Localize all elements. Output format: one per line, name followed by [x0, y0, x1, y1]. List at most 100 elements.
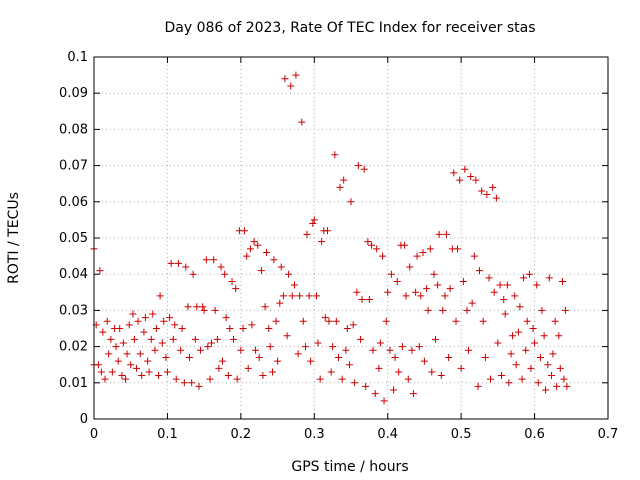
y-axis-ticks: 0 0.01 0.02 0.03 0.04 0.05 0.06 0.07 0.08 0.09 0.1 — [59, 50, 608, 427]
data-point — [384, 288, 392, 296]
plot-frame — [93, 56, 609, 420]
y-tick-label: 0.09 — [59, 86, 88, 101]
data-point — [327, 368, 335, 376]
data-point — [540, 332, 548, 340]
data-point — [340, 176, 348, 184]
data-point — [335, 353, 343, 361]
data-point — [376, 339, 384, 347]
data-point — [417, 292, 425, 300]
data-point — [312, 292, 320, 300]
data-point — [243, 252, 251, 260]
y-tick-label: 0.1 — [67, 50, 88, 65]
data-point — [107, 335, 115, 343]
data-point — [527, 364, 535, 372]
data-point — [561, 306, 569, 314]
data-point — [360, 165, 368, 173]
data-point — [453, 245, 461, 253]
data-point — [489, 183, 497, 191]
data-point — [296, 292, 304, 300]
data-point — [423, 285, 431, 293]
data-point — [431, 335, 439, 343]
data-point — [365, 296, 373, 304]
data-point — [127, 361, 135, 369]
data-point — [188, 379, 196, 387]
data-point — [437, 372, 445, 380]
data-point — [215, 364, 223, 372]
data-point — [202, 256, 210, 264]
data-point — [357, 335, 365, 343]
data-point — [193, 303, 201, 311]
x-axis-ticks: 0 0.1 0.2 0.3 0.4 0.5 0.6 0.7 — [90, 57, 618, 442]
data-point — [248, 321, 256, 329]
data-point — [409, 390, 417, 398]
y-tick-label: 0.08 — [59, 122, 88, 137]
data-point — [434, 281, 442, 289]
data-point — [224, 372, 232, 380]
data-point — [213, 335, 221, 343]
data-point — [382, 317, 390, 325]
y-axis-label: ROTI / TECUs — [6, 192, 22, 284]
data-point — [401, 241, 409, 249]
data-point — [99, 328, 107, 336]
data-point — [292, 71, 300, 79]
data-point — [529, 325, 537, 332]
data-point — [226, 325, 234, 332]
data-point — [189, 270, 197, 278]
data-point — [406, 263, 414, 271]
data-point — [228, 277, 236, 285]
y-tick-label: 0.01 — [59, 376, 88, 391]
data-point — [276, 299, 284, 307]
data-point — [162, 353, 170, 361]
data-point — [301, 343, 309, 351]
data-point — [386, 346, 394, 354]
data-point — [525, 270, 533, 278]
data-point — [255, 353, 263, 361]
data-point — [172, 375, 180, 383]
data-point — [279, 292, 287, 300]
data-point — [246, 245, 254, 253]
data-point — [398, 343, 406, 351]
data-point — [391, 353, 399, 361]
data-point — [479, 317, 487, 325]
data-point — [207, 339, 215, 347]
data-point — [507, 350, 515, 358]
data-point — [516, 303, 524, 311]
data-point — [274, 357, 282, 365]
data-point — [122, 375, 130, 383]
data-point — [287, 82, 295, 90]
data-point — [211, 306, 219, 314]
data-point — [379, 252, 387, 260]
data-point — [270, 256, 278, 264]
data-point — [171, 321, 179, 329]
data-point — [514, 328, 522, 336]
data-point — [266, 343, 274, 351]
data-point — [362, 382, 370, 390]
data-point — [195, 382, 203, 390]
data-point — [96, 267, 104, 275]
data-point — [177, 346, 185, 354]
data-point — [346, 361, 354, 369]
data-point — [252, 346, 260, 354]
data-point — [442, 230, 450, 238]
data-point — [364, 238, 372, 246]
data-point — [185, 353, 193, 361]
data-point — [404, 375, 412, 383]
data-point — [108, 368, 116, 376]
data-point — [316, 375, 324, 383]
y-tick-label: 0.02 — [59, 340, 88, 355]
data-point — [415, 343, 423, 351]
data-point — [470, 252, 478, 260]
data-point — [244, 364, 252, 372]
data-point — [133, 364, 141, 372]
x-tick-label: 0.1 — [157, 427, 178, 442]
data-point — [558, 277, 566, 285]
data-point — [217, 263, 225, 271]
data-point — [478, 187, 486, 195]
data-point — [321, 314, 329, 322]
data-point — [283, 332, 291, 340]
data-point — [180, 379, 188, 387]
data-point — [547, 372, 555, 380]
data-point — [141, 314, 149, 322]
data-point — [351, 379, 359, 387]
